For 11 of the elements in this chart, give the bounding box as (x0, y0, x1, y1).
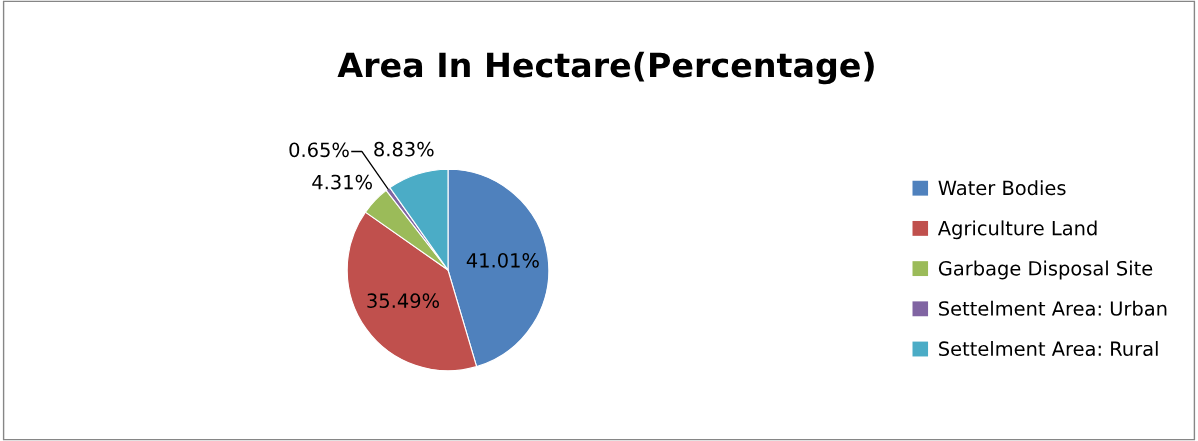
legend-label: Settelment Area: Rural (939, 341, 1158, 357)
chart-title: Area In Hectare(Percentage) (337, 51, 874, 85)
data-label: 41.01% (466, 252, 539, 268)
legend-label: Water Bodies (938, 180, 1066, 196)
legend-label: Agriculture Land (937, 220, 1097, 240)
legend-label: Garbage Disposal Site (938, 260, 1153, 280)
data-label: 4.31% (312, 174, 372, 190)
legend-label: Settelment Area: Urban (939, 300, 1167, 316)
data-label: 0.65% (289, 142, 349, 158)
data-label: 8.83% (374, 141, 434, 157)
data-label: 35.49% (367, 293, 439, 309)
